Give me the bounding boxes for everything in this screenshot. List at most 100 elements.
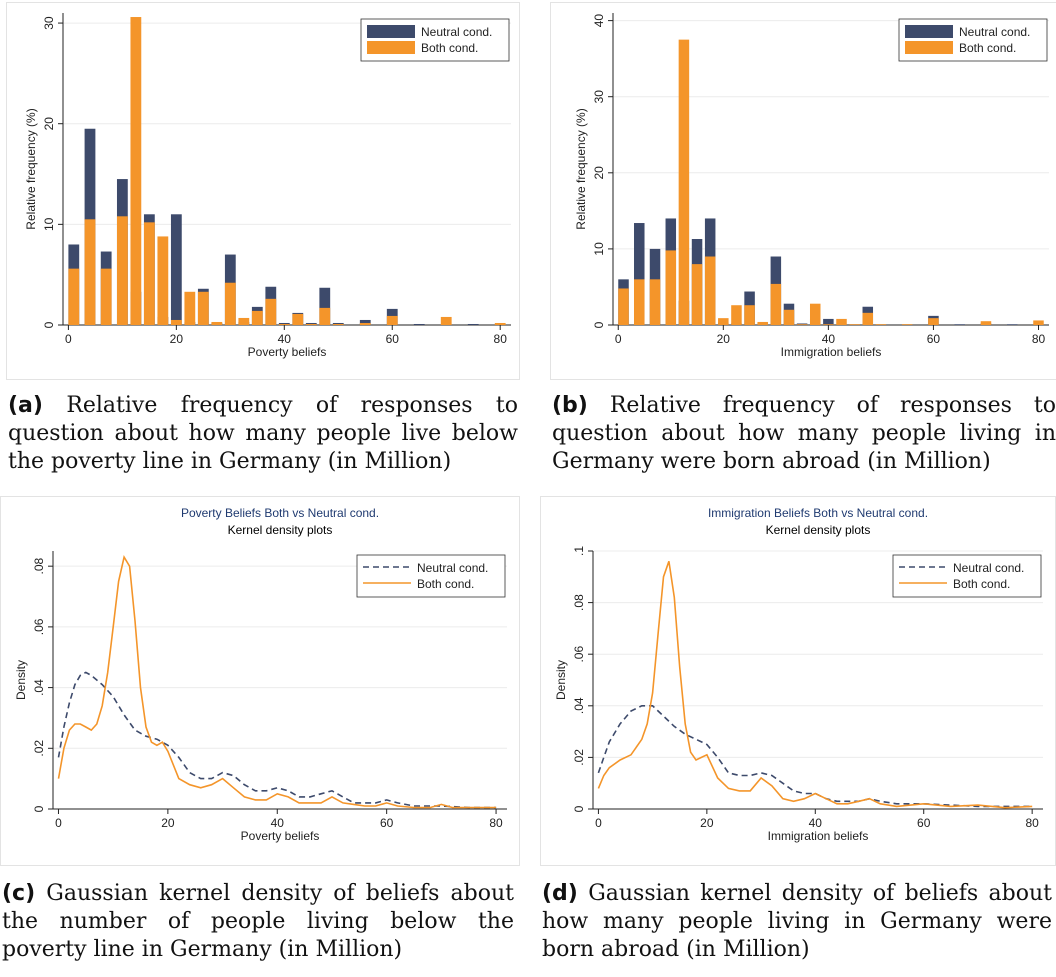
chart-title: Poverty Beliefs Both vs Neutral cond. bbox=[181, 506, 379, 520]
chart-frame-d: Immigration Beliefs Both vs Neutral cond… bbox=[540, 496, 1056, 866]
y-tick-label: 0 bbox=[592, 321, 606, 328]
bar-both bbox=[197, 291, 209, 325]
x-axis-label: Immigration beliefs bbox=[781, 345, 882, 359]
legend-box bbox=[892, 554, 1042, 598]
chart-frame-c: Poverty Beliefs Both vs Neutral cond. Ker… bbox=[0, 496, 520, 866]
bar-both bbox=[849, 324, 860, 325]
bar-both bbox=[494, 322, 506, 325]
bar-both bbox=[704, 256, 716, 325]
x-tick-label: 60 bbox=[917, 816, 931, 830]
y-tick-label: .04 bbox=[572, 697, 586, 714]
bar-neutral bbox=[634, 223, 645, 325]
bar-both bbox=[731, 305, 742, 325]
bar-both bbox=[319, 307, 331, 325]
y-tick-label: 10 bbox=[592, 242, 606, 256]
y-tick-label: .02 bbox=[32, 740, 46, 757]
x-tick-label: 0 bbox=[595, 816, 602, 830]
panel-d: Immigration Beliefs Both vs Neutral cond… bbox=[540, 496, 1056, 977]
bar-both bbox=[238, 317, 250, 325]
density-chart-poverty: Poverty Beliefs Both vs Neutral cond. Ker… bbox=[14, 506, 507, 843]
caption-d: (d) Gaussian kernel density of beliefs a… bbox=[542, 880, 1052, 964]
bar-both bbox=[84, 219, 96, 325]
density-chart-immigration: Immigration Beliefs Both vs Neutral cond… bbox=[554, 506, 1043, 843]
x-axis-label: Poverty beliefs bbox=[248, 345, 327, 359]
caption-text-d: Gaussian kernel density of beliefs about… bbox=[542, 881, 1052, 962]
legend: Neutral cond. Both cond. bbox=[356, 554, 506, 598]
bar-neutral bbox=[332, 322, 344, 325]
line-both bbox=[57, 554, 497, 809]
caption-text-c: Gaussian kernel density of beliefs about… bbox=[2, 881, 514, 962]
bar-both bbox=[359, 322, 371, 325]
y-tick-label: 0 bbox=[572, 805, 586, 812]
legend-label: Both cond. bbox=[953, 577, 1010, 591]
legend-swatch bbox=[905, 25, 953, 38]
bar-both bbox=[823, 324, 834, 325]
bar-both bbox=[980, 321, 992, 325]
line-both bbox=[597, 561, 1033, 809]
y-tick-label: .06 bbox=[572, 646, 586, 663]
y-tick-label: 20 bbox=[592, 166, 606, 180]
x-tick-label: 60 bbox=[380, 816, 394, 830]
y-tick-label: 20 bbox=[42, 117, 56, 131]
legend: Neutral cond. Both cond. bbox=[360, 18, 510, 62]
caption-c: (c) Gaussian kernel density of beliefs a… bbox=[2, 880, 514, 964]
y-tick-label: .1 bbox=[572, 546, 586, 556]
bar-both bbox=[618, 288, 629, 325]
bar-both bbox=[116, 216, 128, 325]
panel-b: 0 10 20 30 40 0 20 40 60 80 Immigration beliefs Rel… bbox=[540, 0, 1056, 490]
bar-neutral bbox=[823, 318, 834, 325]
y-tick-label: .08 bbox=[572, 594, 586, 611]
x-tick-label: 20 bbox=[717, 332, 731, 346]
y-tick-label: 30 bbox=[42, 16, 56, 30]
caption-text-b: Relative frequency of responses to quest… bbox=[552, 393, 1056, 474]
caption-tag-c: (c) bbox=[2, 881, 36, 906]
bar-both bbox=[440, 316, 452, 325]
bar-neutral bbox=[359, 319, 371, 325]
bar-both bbox=[184, 291, 196, 325]
legend-label: Neutral cond. bbox=[959, 25, 1030, 39]
bar-both bbox=[1033, 320, 1044, 325]
x-tick-label: 80 bbox=[489, 816, 503, 830]
bar-neutral bbox=[467, 323, 479, 325]
y-axis-label: Density bbox=[14, 660, 28, 700]
chart-subtitle: Kernel density plots bbox=[228, 523, 333, 537]
x-tick-label: 40 bbox=[271, 816, 285, 830]
y-tick-label: 0 bbox=[42, 321, 56, 328]
legend-box bbox=[356, 554, 506, 598]
bar-both bbox=[928, 318, 939, 325]
line-neutral bbox=[57, 671, 497, 809]
caption-text-a: Relative frequency of responses to quest… bbox=[8, 393, 518, 474]
x-tick-label: 20 bbox=[170, 332, 184, 346]
x-tick-label: 60 bbox=[386, 332, 400, 346]
legend-swatch bbox=[905, 41, 953, 54]
bar-both bbox=[678, 39, 690, 325]
bar-both bbox=[757, 321, 768, 325]
histogram-chart-poverty: 0 10 20 30 0 20 40 60 80 Poverty beliefs Relative … bbox=[24, 13, 511, 359]
y-tick-label: 0 bbox=[32, 805, 46, 812]
legend-label: Neutral cond. bbox=[421, 25, 492, 39]
y-axis-label: Relative frequency (%) bbox=[24, 108, 38, 229]
bar-both bbox=[157, 236, 169, 325]
y-axis-label: Relative frequency (%) bbox=[574, 108, 588, 229]
x-tick-label: 0 bbox=[615, 332, 622, 346]
y-tick-label: 40 bbox=[592, 14, 606, 28]
y-tick-label: .04 bbox=[32, 679, 46, 696]
bar-both bbox=[634, 279, 645, 325]
x-tick-label: 80 bbox=[1025, 816, 1039, 830]
histogram-chart-immigration: 0 10 20 30 40 0 20 40 60 80 Immigration beliefs Rel… bbox=[574, 13, 1049, 359]
legend-swatch bbox=[367, 25, 415, 38]
y-tick-label: 30 bbox=[592, 90, 606, 104]
x-tick-label: 0 bbox=[65, 332, 72, 346]
bar-both bbox=[332, 323, 344, 325]
bar-both bbox=[836, 318, 847, 325]
legend-label: Both cond. bbox=[959, 41, 1016, 55]
bar-both bbox=[68, 268, 80, 325]
bar-neutral bbox=[319, 287, 331, 325]
chart-subtitle: Kernel density plots bbox=[766, 523, 871, 537]
bar-both bbox=[305, 323, 317, 325]
bar-both bbox=[251, 310, 263, 325]
bar-both bbox=[224, 282, 236, 325]
y-tick-label: .06 bbox=[32, 618, 46, 635]
bar-both bbox=[665, 250, 677, 325]
x-tick-label: 20 bbox=[161, 816, 175, 830]
